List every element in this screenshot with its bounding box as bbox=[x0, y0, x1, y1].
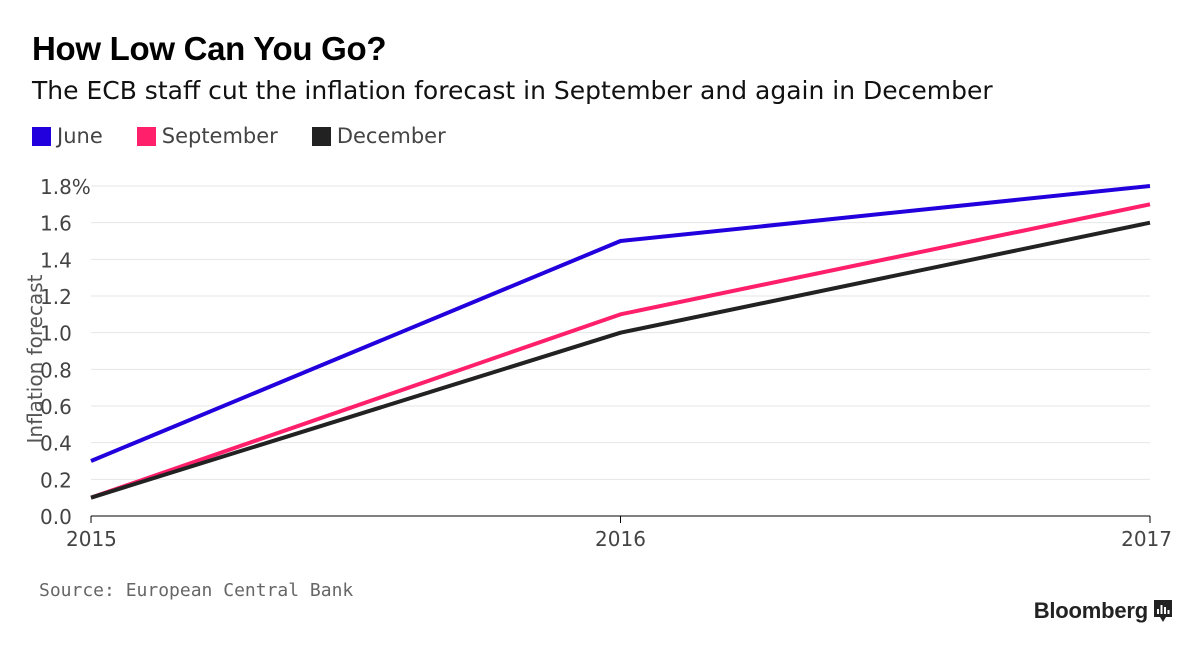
legend-swatch-june bbox=[32, 126, 51, 146]
legend-swatch-september bbox=[136, 126, 156, 146]
series-line-september bbox=[90, 202, 1151, 500]
x-tick-label: 2016 bbox=[595, 527, 646, 551]
y-tick-label: 0.8 bbox=[40, 358, 72, 382]
legend-label-december: December bbox=[336, 124, 446, 148]
y-tick-label: 1.6 bbox=[40, 212, 72, 236]
legend-label-september: September bbox=[161, 124, 278, 148]
series-line-june bbox=[90, 184, 1151, 463]
chart-title: How Low Can You Go? bbox=[32, 30, 387, 67]
y-axis-label: Inflation forecast bbox=[23, 274, 47, 443]
x-tick-label: 2017 bbox=[1121, 527, 1172, 551]
brand-name: Bloomberg bbox=[1033, 598, 1149, 623]
y-tick-label: 0.2 bbox=[40, 468, 72, 492]
y-tick-label: 1.0 bbox=[40, 322, 72, 346]
legend: June September December bbox=[32, 124, 480, 148]
legend-item-june: June bbox=[32, 124, 103, 148]
bloomberg-chart-icon bbox=[1154, 600, 1172, 622]
brand-logo: Bloomberg bbox=[1034, 598, 1172, 624]
chart-subtitle: The ECB staff cut the inflation forecast… bbox=[32, 76, 993, 105]
y-tick-label: 0.6 bbox=[40, 395, 72, 419]
y-tick-label: 1.2 bbox=[40, 285, 72, 309]
y-tick-label: 0.0 bbox=[40, 505, 72, 529]
legend-item-september: September bbox=[136, 124, 278, 148]
y-tick-label: 1.4 bbox=[40, 248, 72, 272]
y-tick-label: 1.8% bbox=[40, 175, 91, 199]
legend-item-december: December bbox=[311, 124, 446, 148]
legend-swatch-december bbox=[311, 126, 331, 146]
legend-label-june: June bbox=[57, 124, 103, 148]
y-tick-label: 0.4 bbox=[40, 432, 72, 456]
x-tick-label: 2015 bbox=[66, 527, 117, 551]
source-note: Source: European Central Bank bbox=[39, 580, 354, 601]
series-line-december bbox=[90, 220, 1151, 500]
